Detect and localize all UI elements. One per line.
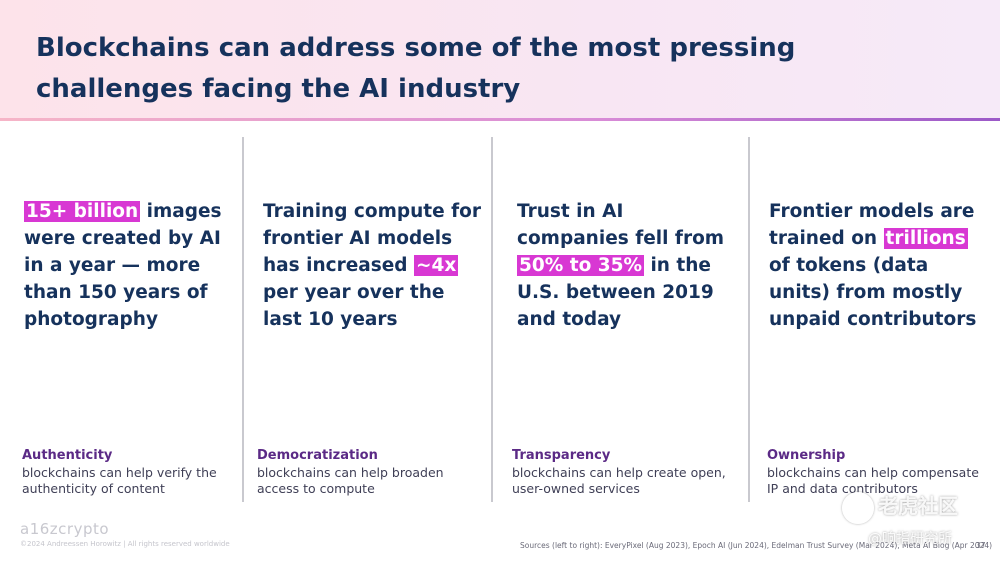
page-title: Blockchains can address some of the most… xyxy=(36,33,796,104)
stat-text: Training compute for frontier AI models … xyxy=(263,198,481,333)
category-description: blockchains can help compensate IP and d… xyxy=(767,465,979,496)
stat-segment: of tokens (data units) from mostly unpai… xyxy=(769,255,977,330)
column-divider xyxy=(242,137,244,502)
stat-highlight: ~4x xyxy=(413,255,459,276)
stat-column-democratization: Training compute for frontier AI models … xyxy=(263,198,481,333)
category-label-ownership: Ownership xyxy=(767,448,846,463)
stat-column-transparency: Trust in AI companies fell from 50% to 3… xyxy=(517,198,727,333)
stat-text: Trust in AI companies fell from 50% to 3… xyxy=(517,198,727,333)
stat-segment: in the U.S. between 2019 and today xyxy=(517,255,714,330)
category-description: blockchains can help broaden access to c… xyxy=(257,465,444,496)
watermark-line2: @响指研究所 xyxy=(868,531,952,547)
stat-segment: Trust in AI companies fell from xyxy=(517,201,725,249)
category-description: blockchains can help create open, user-o… xyxy=(512,465,726,496)
stat-text: 15+ billion images were created by AI in… xyxy=(24,198,229,333)
watermark-line1: 老虎社区 xyxy=(878,494,958,518)
stat-segment: per year over the last 10 years xyxy=(263,282,445,330)
footer-branding: a16zcrypto ©2024 Andreessen Horowitz | A… xyxy=(20,520,230,548)
stat-column-ownership: Frontier models are trained on trillions… xyxy=(769,198,981,333)
column-divider xyxy=(748,137,750,502)
watermark: 老虎社区 @响指研究所 xyxy=(842,490,992,552)
a16z-crypto-logo: a16zcrypto xyxy=(20,520,110,538)
header-band xyxy=(0,0,1000,118)
header-divider-line xyxy=(0,118,1000,121)
page-number: 37 xyxy=(976,541,986,550)
sources-text: Sources (left to right): EveryPixel (Aug… xyxy=(520,541,993,550)
category-description: blockchains can help verify the authenti… xyxy=(22,465,217,496)
stat-text: Frontier models are trained on trillions… xyxy=(769,198,981,333)
column-divider xyxy=(491,137,493,502)
category-label-transparency: Transparency xyxy=(512,448,611,463)
stat-segment: Training compute for frontier AI models … xyxy=(263,201,481,276)
stat-segment: images were created by AI in a year — mo… xyxy=(24,201,222,330)
category-label-democratization: Democratization xyxy=(257,448,378,463)
stat-highlight: trillions xyxy=(883,228,968,249)
stat-column-authenticity: 15+ billion images were created by AI in… xyxy=(24,198,229,333)
stat-segment: Frontier models are trained on xyxy=(769,201,975,249)
category-label-authenticity: Authenticity xyxy=(22,448,113,463)
tiger-logo-icon xyxy=(842,492,874,524)
copyright-text: ©2024 Andreessen Horowitz | All rights r… xyxy=(20,540,230,548)
stat-highlight: 15+ billion xyxy=(24,201,141,222)
stat-highlight: 50% to 35% xyxy=(517,255,644,276)
